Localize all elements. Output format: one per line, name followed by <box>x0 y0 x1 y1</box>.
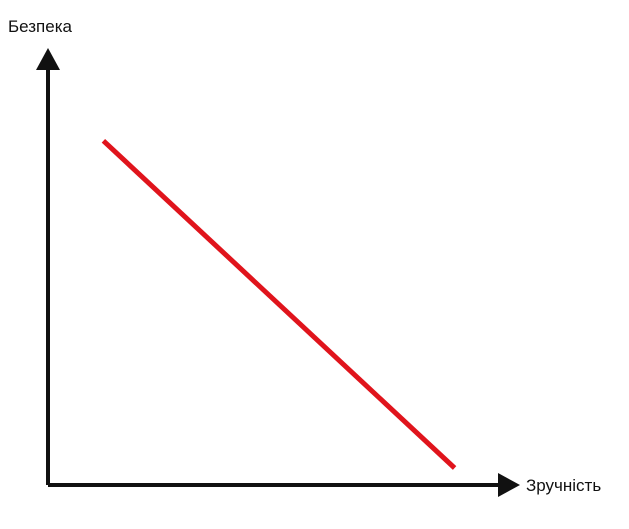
y-axis-label: Безпека <box>8 17 73 36</box>
series-line-0 <box>101 138 457 470</box>
x-axis-label: Зручність <box>526 476 601 495</box>
plot-area <box>101 138 457 470</box>
x-axis-arrowhead <box>498 473 520 497</box>
y-axis-arrowhead <box>36 48 60 70</box>
